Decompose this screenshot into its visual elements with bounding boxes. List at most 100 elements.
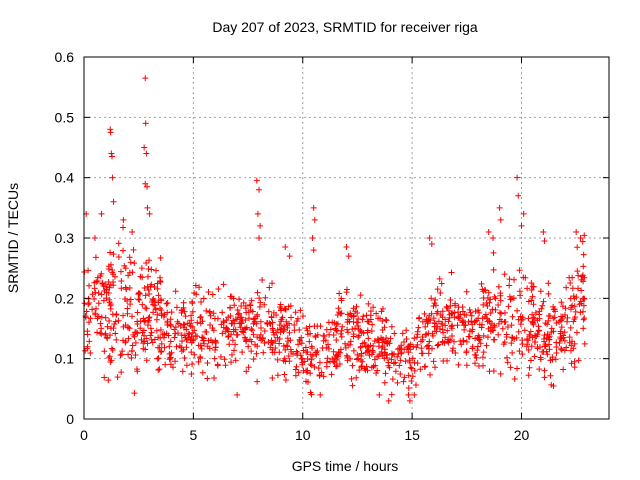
data-point — [558, 299, 565, 306]
data-point — [240, 326, 247, 333]
data-point — [281, 371, 288, 378]
data-point — [247, 336, 254, 343]
data-point — [270, 329, 277, 336]
data-point — [405, 372, 412, 379]
data-point — [143, 150, 150, 157]
data-point — [101, 374, 108, 381]
data-point — [427, 371, 434, 378]
data-point — [309, 235, 316, 241]
data-point — [478, 324, 485, 331]
data-point — [338, 295, 345, 302]
data-point — [211, 355, 218, 362]
data-point — [166, 343, 173, 350]
data-point — [127, 301, 134, 308]
data-point — [428, 295, 435, 302]
data-point — [183, 362, 190, 369]
data-point — [333, 353, 340, 360]
data-point — [254, 289, 261, 296]
data-point — [378, 308, 385, 315]
data-point — [310, 204, 317, 211]
data-point — [414, 360, 421, 367]
data-point — [307, 361, 314, 368]
data-point — [237, 319, 244, 326]
data-point — [155, 367, 162, 374]
data-point — [288, 314, 295, 321]
data-point — [442, 322, 449, 329]
data-point — [228, 320, 235, 327]
data-point — [480, 332, 487, 339]
data-point — [94, 329, 101, 336]
data-point — [171, 334, 178, 341]
data-point — [463, 349, 470, 356]
data-point — [418, 345, 425, 352]
data-point — [459, 304, 466, 311]
data-point — [218, 321, 225, 328]
data-point — [391, 330, 398, 337]
data-point — [177, 322, 184, 329]
data-point — [379, 317, 386, 324]
data-point — [414, 341, 421, 348]
data-point — [284, 324, 291, 331]
data-point — [484, 334, 491, 341]
data-point — [132, 339, 139, 346]
data-point — [197, 353, 204, 360]
data-point — [522, 274, 529, 281]
data-point — [125, 272, 132, 279]
data-point — [306, 338, 313, 345]
data-point — [525, 315, 532, 322]
data-point — [355, 315, 362, 322]
data-point — [358, 329, 365, 336]
data-point — [422, 331, 429, 338]
data-point — [242, 316, 249, 323]
data-point — [381, 379, 388, 386]
data-point — [92, 254, 99, 261]
data-point — [284, 335, 291, 342]
data-point — [327, 358, 334, 365]
data-point — [396, 345, 403, 352]
data-point — [204, 343, 211, 350]
data-point — [460, 318, 467, 325]
data-point — [411, 335, 418, 342]
data-point — [475, 363, 482, 370]
x-axis-label: GPS time / hours — [292, 458, 399, 474]
data-point — [144, 204, 151, 211]
data-point — [142, 317, 149, 324]
data-point — [103, 284, 110, 291]
data-point — [349, 382, 356, 389]
data-point — [278, 305, 285, 312]
data-point — [181, 321, 188, 328]
data-point — [211, 375, 218, 382]
data-point — [155, 334, 162, 341]
data-point — [344, 326, 351, 333]
data-point — [359, 316, 366, 323]
data-point — [314, 348, 321, 355]
data-point — [181, 308, 188, 315]
data-point — [385, 397, 392, 404]
data-point — [155, 355, 162, 362]
data-point — [536, 327, 543, 334]
data-point — [479, 354, 486, 361]
y-tick-label: 0.3 — [55, 230, 75, 246]
data-point — [330, 348, 337, 355]
data-point — [245, 309, 252, 316]
data-point — [257, 331, 264, 338]
data-point — [172, 358, 179, 365]
data-point — [194, 319, 201, 326]
data-point — [473, 354, 480, 361]
data-point — [257, 222, 264, 229]
data-point — [365, 318, 372, 325]
data-point — [115, 317, 122, 324]
data-point — [350, 333, 357, 340]
data-point — [521, 327, 528, 334]
data-point — [105, 377, 112, 384]
data-point — [419, 333, 426, 340]
data-point — [130, 246, 137, 253]
data-point — [178, 348, 185, 355]
data-point — [433, 323, 440, 330]
data-point — [245, 343, 252, 350]
data-point — [251, 315, 258, 322]
data-point — [386, 364, 393, 371]
data-point — [98, 210, 105, 217]
data-point — [564, 318, 571, 325]
data-point — [536, 344, 543, 351]
